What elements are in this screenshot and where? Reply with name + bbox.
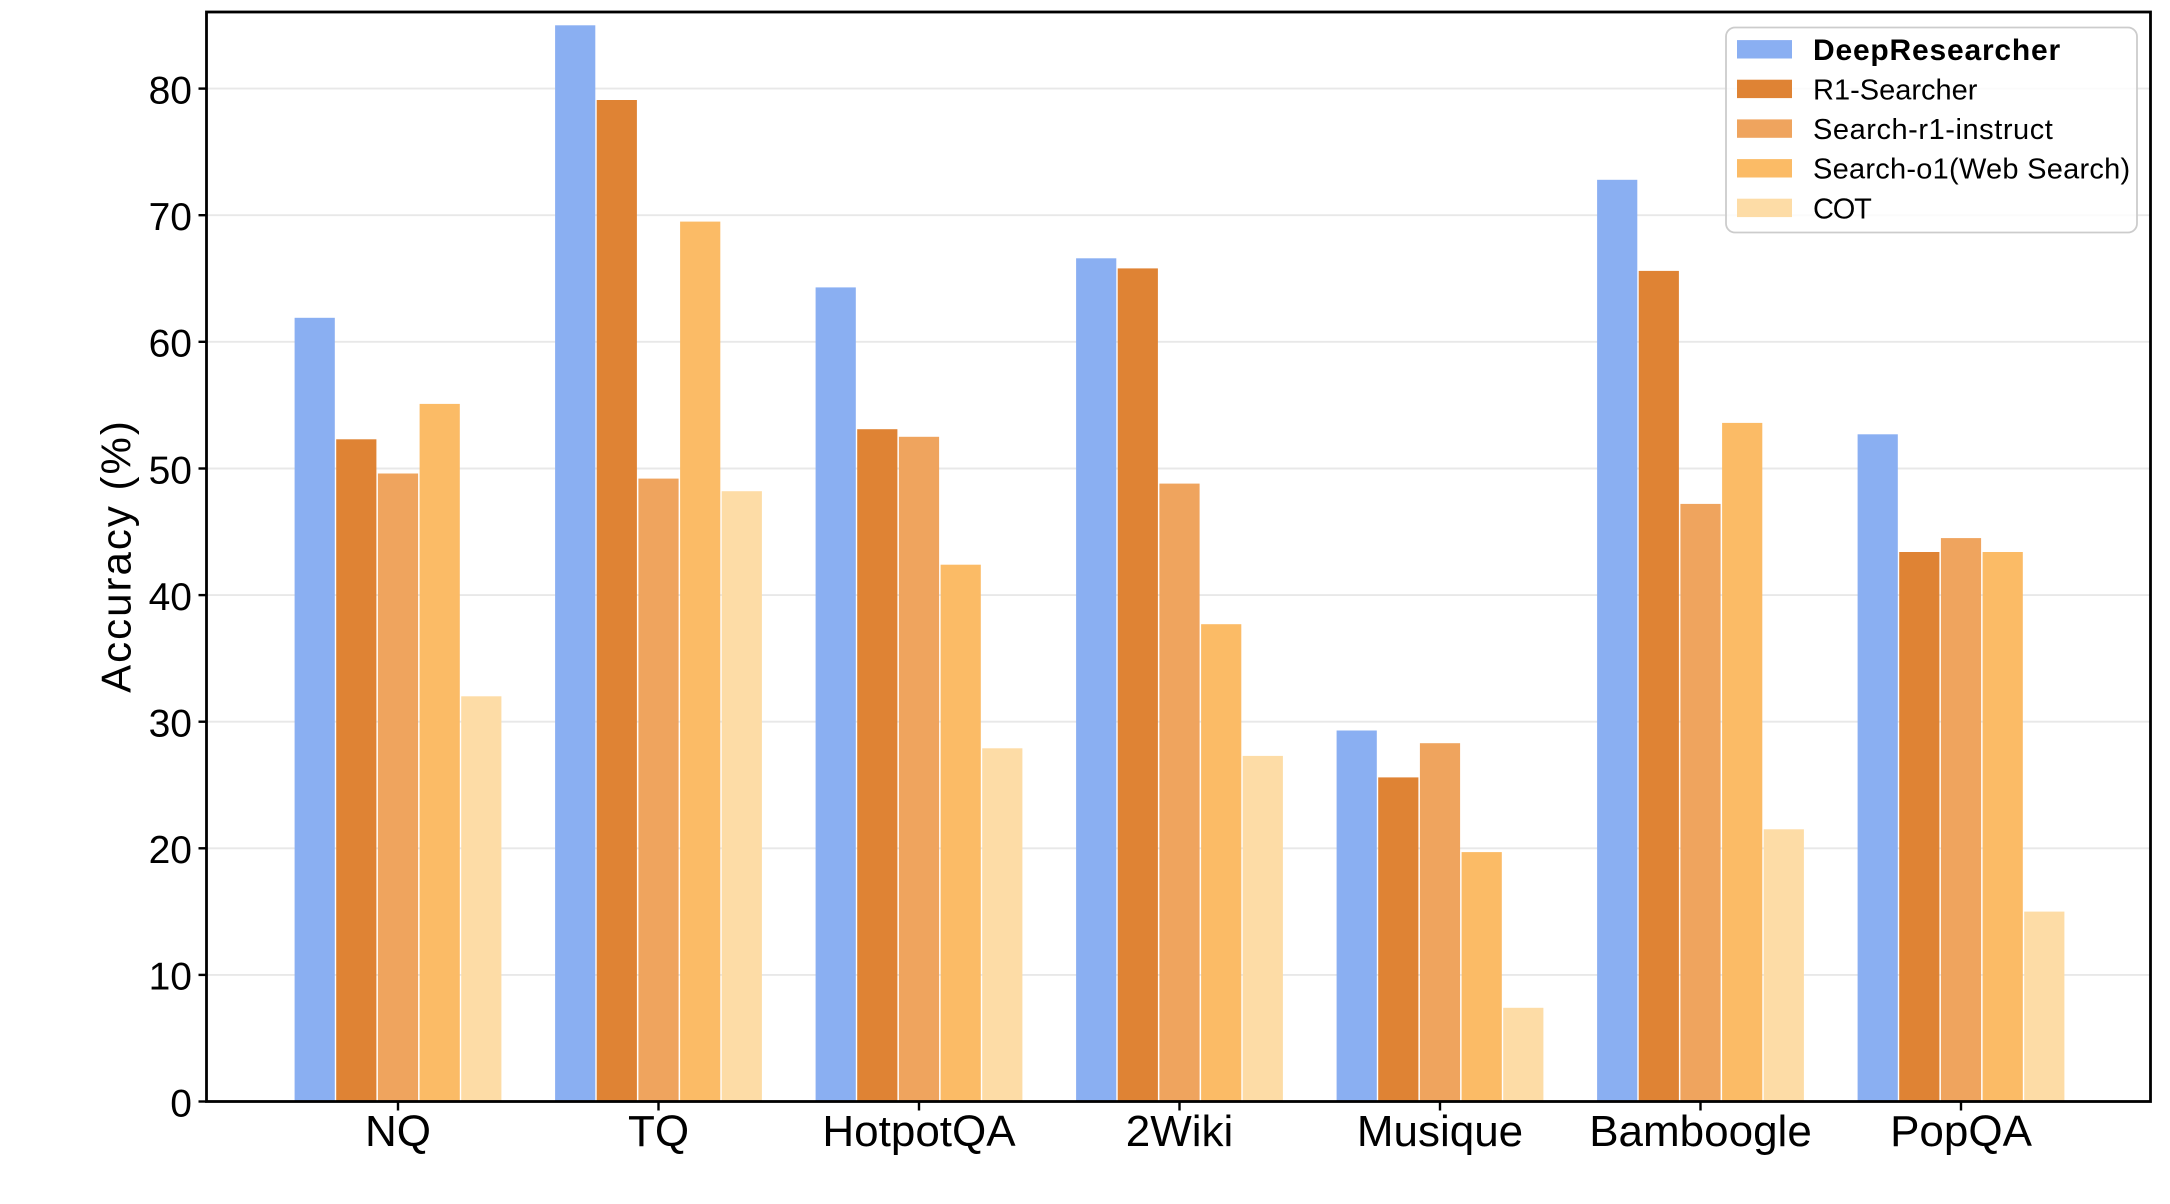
svg-text:10: 10 (149, 956, 192, 999)
svg-text:2Wiki: 2Wiki (1126, 1107, 1234, 1156)
svg-text:0: 0 (170, 1082, 192, 1125)
svg-text:PopQA: PopQA (1890, 1107, 2033, 1156)
svg-text:Search-o1(Web Search): Search-o1(Web Search) (1813, 154, 2130, 186)
svg-text:Search-r1-instruct: Search-r1-instruct (1813, 114, 2053, 146)
svg-text:30: 30 (149, 703, 192, 746)
svg-text:60: 60 (149, 323, 192, 366)
svg-text:Accuracy (%): Accuracy (%) (93, 419, 140, 693)
svg-text:70: 70 (149, 196, 192, 239)
svg-text:HotpotQA: HotpotQA (822, 1107, 1016, 1156)
svg-text:80: 80 (149, 69, 192, 112)
svg-text:Bamboogle: Bamboogle (1589, 1107, 1812, 1156)
svg-text:50: 50 (149, 449, 192, 492)
svg-text:Musique: Musique (1357, 1107, 1523, 1156)
svg-text:R1-Searcher: R1-Searcher (1813, 74, 1978, 106)
svg-text:DeepResearcher: DeepResearcher (1813, 34, 2061, 67)
svg-text:NQ: NQ (365, 1107, 431, 1156)
svg-text:20: 20 (149, 829, 192, 872)
svg-text:TQ: TQ (628, 1107, 689, 1156)
svg-text:40: 40 (149, 576, 192, 619)
svg-text:COT: COT (1813, 193, 1872, 225)
